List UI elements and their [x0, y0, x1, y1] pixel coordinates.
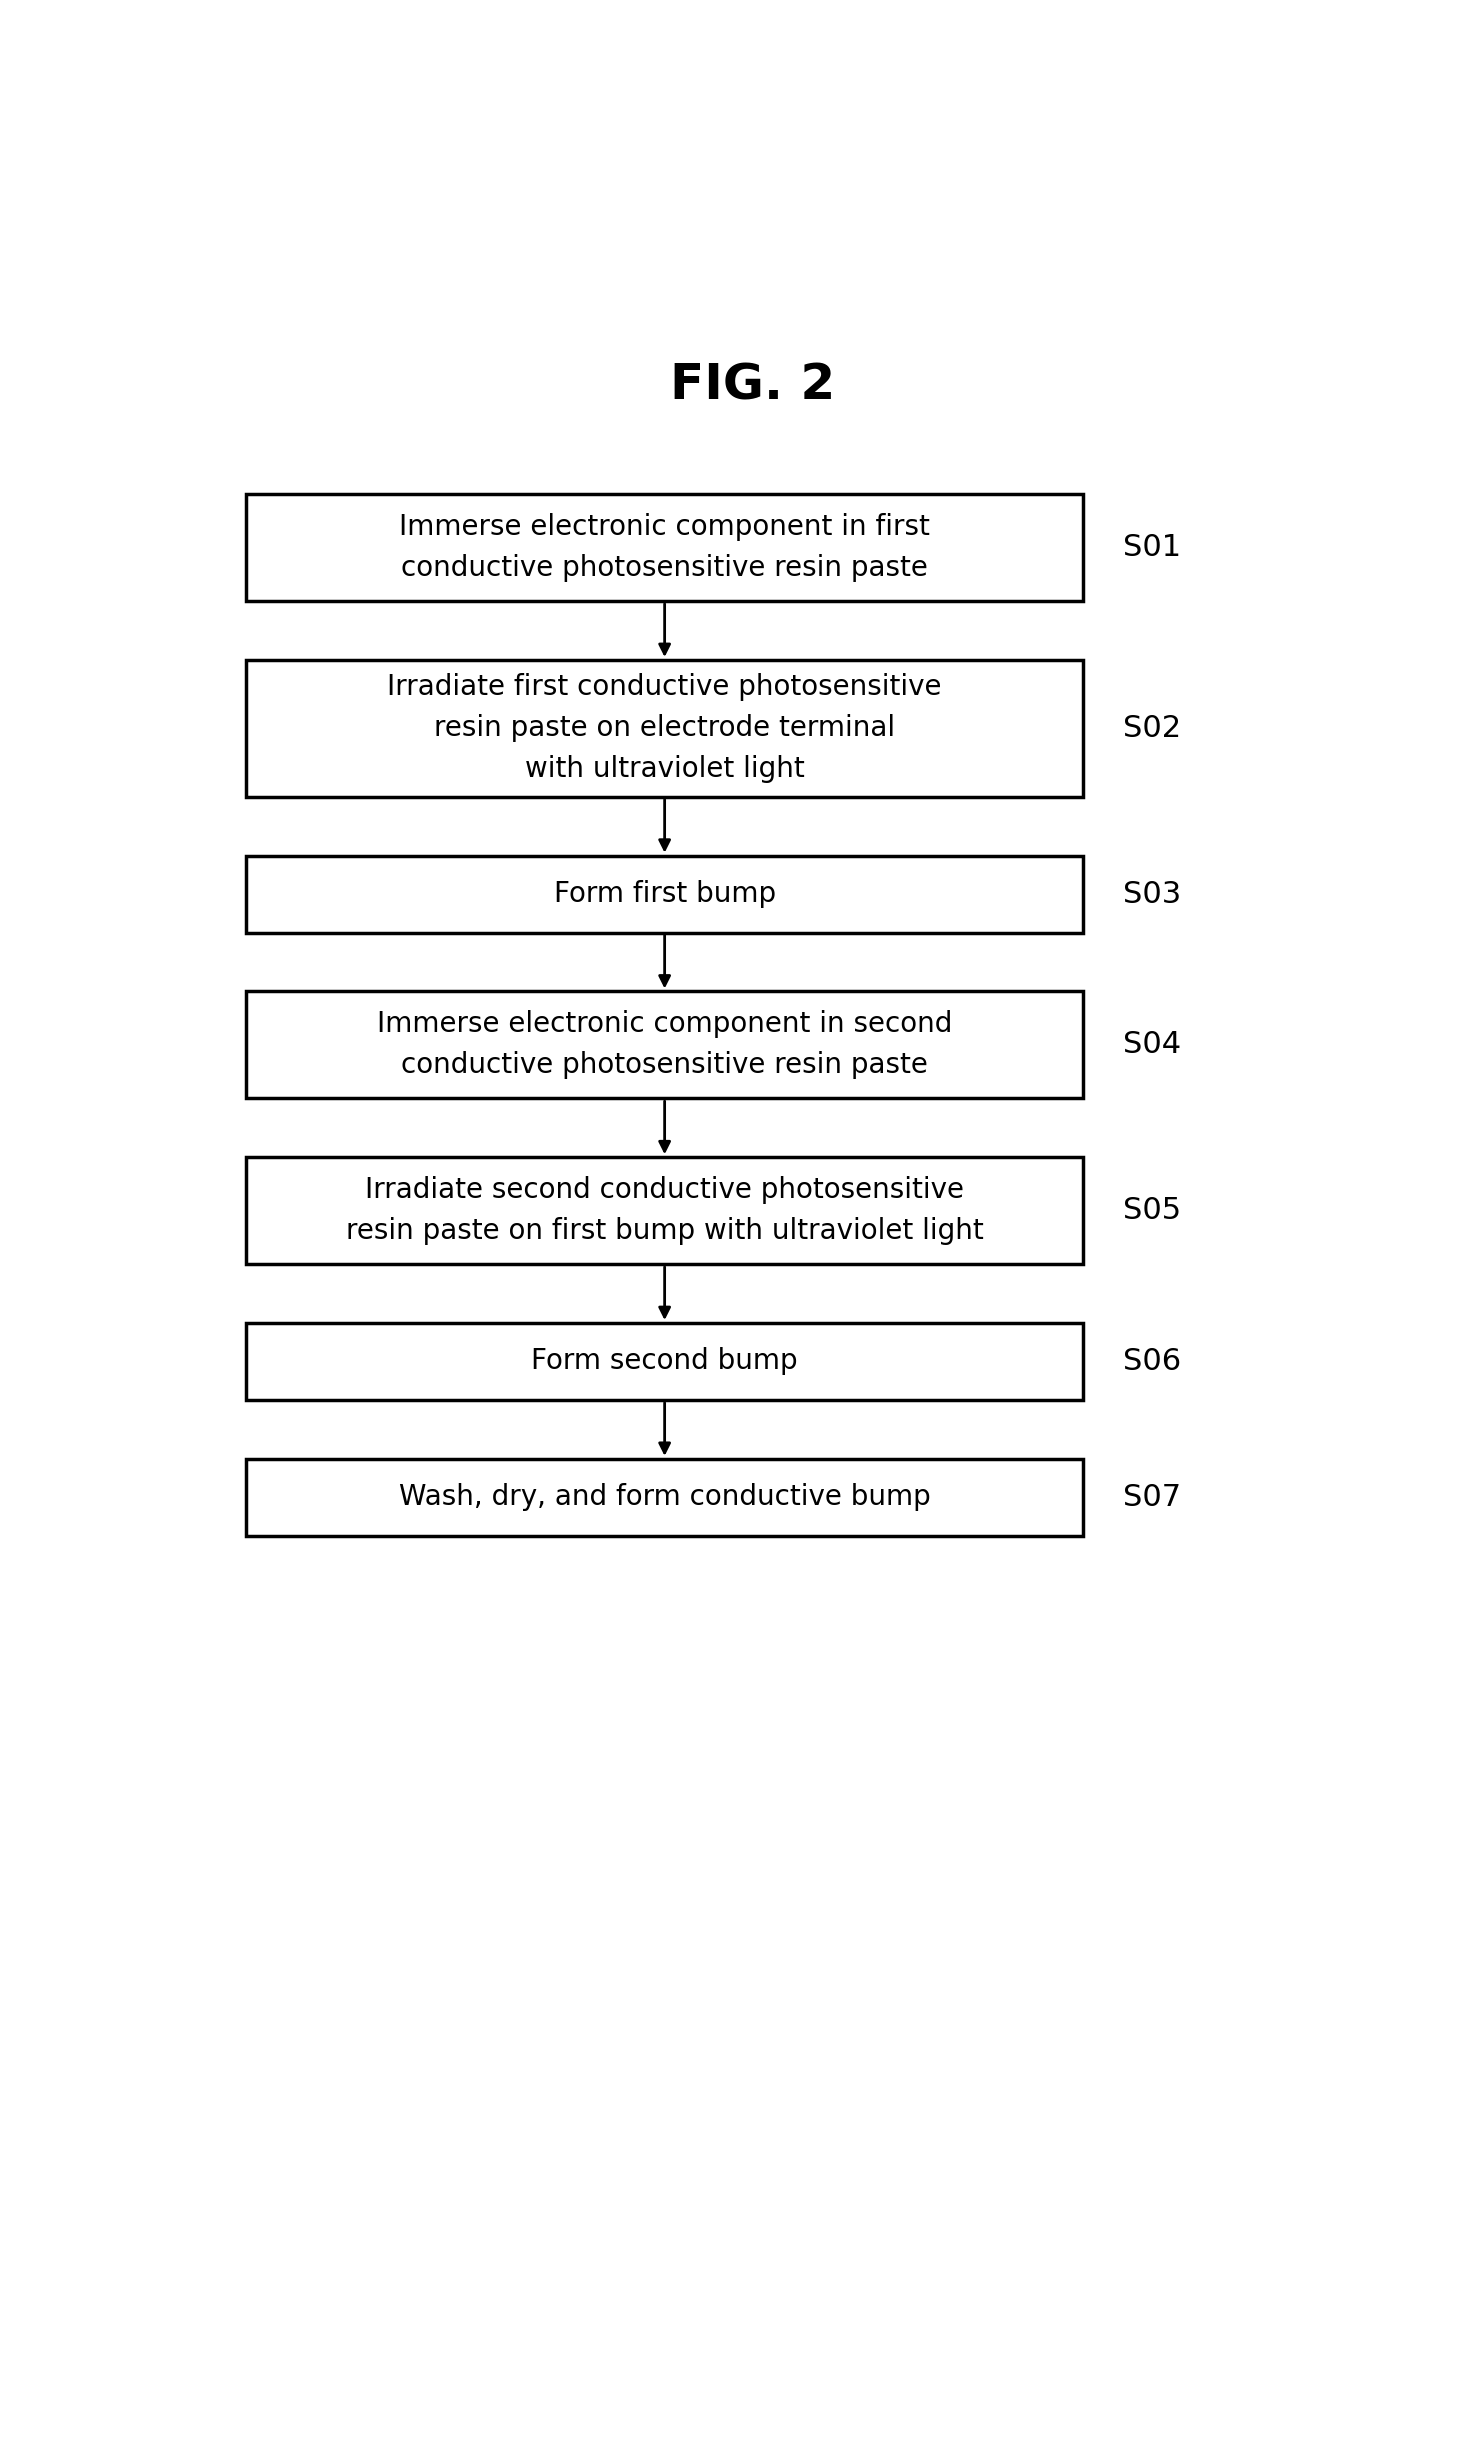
- Text: S01: S01: [1122, 534, 1181, 561]
- Bar: [247, 659, 1083, 797]
- Text: Irradiate second conductive photosensitive
resin paste on first bump with ultrav: Irradiate second conductive photosensiti…: [345, 1176, 984, 1245]
- Text: S04: S04: [1122, 1031, 1181, 1060]
- Text: Form second bump: Form second bump: [532, 1348, 798, 1375]
- Bar: [247, 856, 1083, 932]
- Text: Form first bump: Form first bump: [554, 881, 776, 908]
- Bar: [247, 991, 1083, 1097]
- Text: S07: S07: [1122, 1483, 1181, 1513]
- Text: S02: S02: [1122, 713, 1181, 743]
- Text: Immerse electronic component in first
conductive photosensitive resin paste: Immerse electronic component in first co…: [400, 514, 930, 583]
- Text: Irradiate first conductive photosensitive
resin paste on electrode terminal
with: Irradiate first conductive photosensitiv…: [388, 674, 942, 782]
- Bar: [247, 1323, 1083, 1400]
- Bar: [247, 1156, 1083, 1264]
- Text: Immerse electronic component in second
conductive photosensitive resin paste: Immerse electronic component in second c…: [378, 1011, 952, 1080]
- Bar: [247, 494, 1083, 600]
- Text: S03: S03: [1122, 881, 1181, 908]
- Text: FIG. 2: FIG. 2: [670, 362, 836, 408]
- Text: S05: S05: [1122, 1196, 1181, 1225]
- Text: S06: S06: [1122, 1348, 1181, 1375]
- Text: Wash, dry, and form conductive bump: Wash, dry, and form conductive bump: [398, 1483, 930, 1510]
- Bar: [247, 1459, 1083, 1535]
